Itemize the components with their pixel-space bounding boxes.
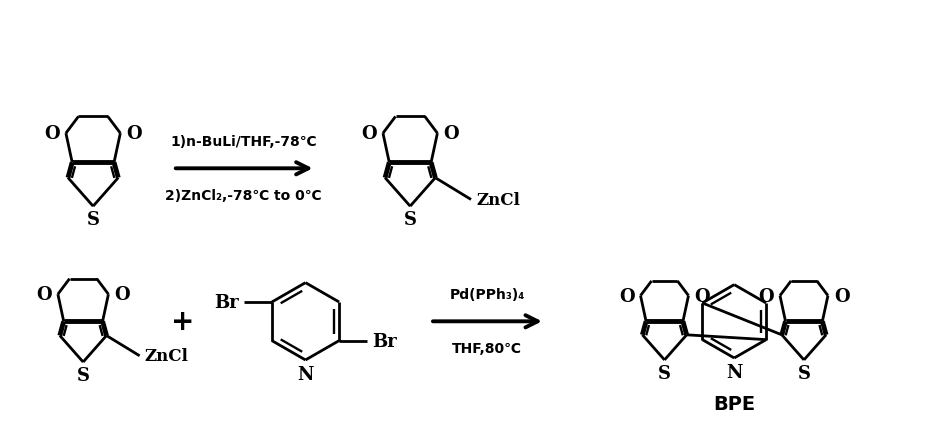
Text: Br: Br — [372, 332, 397, 350]
Text: +: + — [171, 307, 194, 335]
Text: O: O — [45, 125, 60, 143]
Text: O: O — [36, 286, 52, 304]
Text: O: O — [443, 125, 459, 143]
Text: ZnCl: ZnCl — [145, 347, 188, 365]
Text: 1)n-BuLi/THF,-78℃: 1)n-BuLi/THF,-78℃ — [170, 135, 317, 149]
Text: O: O — [619, 287, 634, 305]
Text: 2)ZnCl₂,-78℃ to 0℃: 2)ZnCl₂,-78℃ to 0℃ — [166, 189, 322, 203]
Text: O: O — [759, 287, 774, 305]
Text: N: N — [726, 363, 742, 381]
Text: THF,80℃: THF,80℃ — [452, 341, 522, 355]
Text: N: N — [297, 365, 313, 383]
Text: S: S — [403, 211, 417, 229]
Text: S: S — [797, 364, 811, 382]
Text: S: S — [86, 211, 99, 229]
Text: O: O — [115, 286, 130, 304]
Text: O: O — [834, 287, 849, 305]
Text: BPE: BPE — [713, 394, 756, 413]
Text: O: O — [126, 125, 142, 143]
Text: Pd(PPh₃)₄: Pd(PPh₃)₄ — [449, 288, 525, 302]
Text: O: O — [694, 287, 710, 305]
Text: ZnCl: ZnCl — [476, 191, 520, 209]
Text: S: S — [77, 366, 90, 384]
Text: O: O — [362, 125, 377, 143]
Text: S: S — [658, 364, 671, 382]
Text: Br: Br — [214, 293, 240, 311]
